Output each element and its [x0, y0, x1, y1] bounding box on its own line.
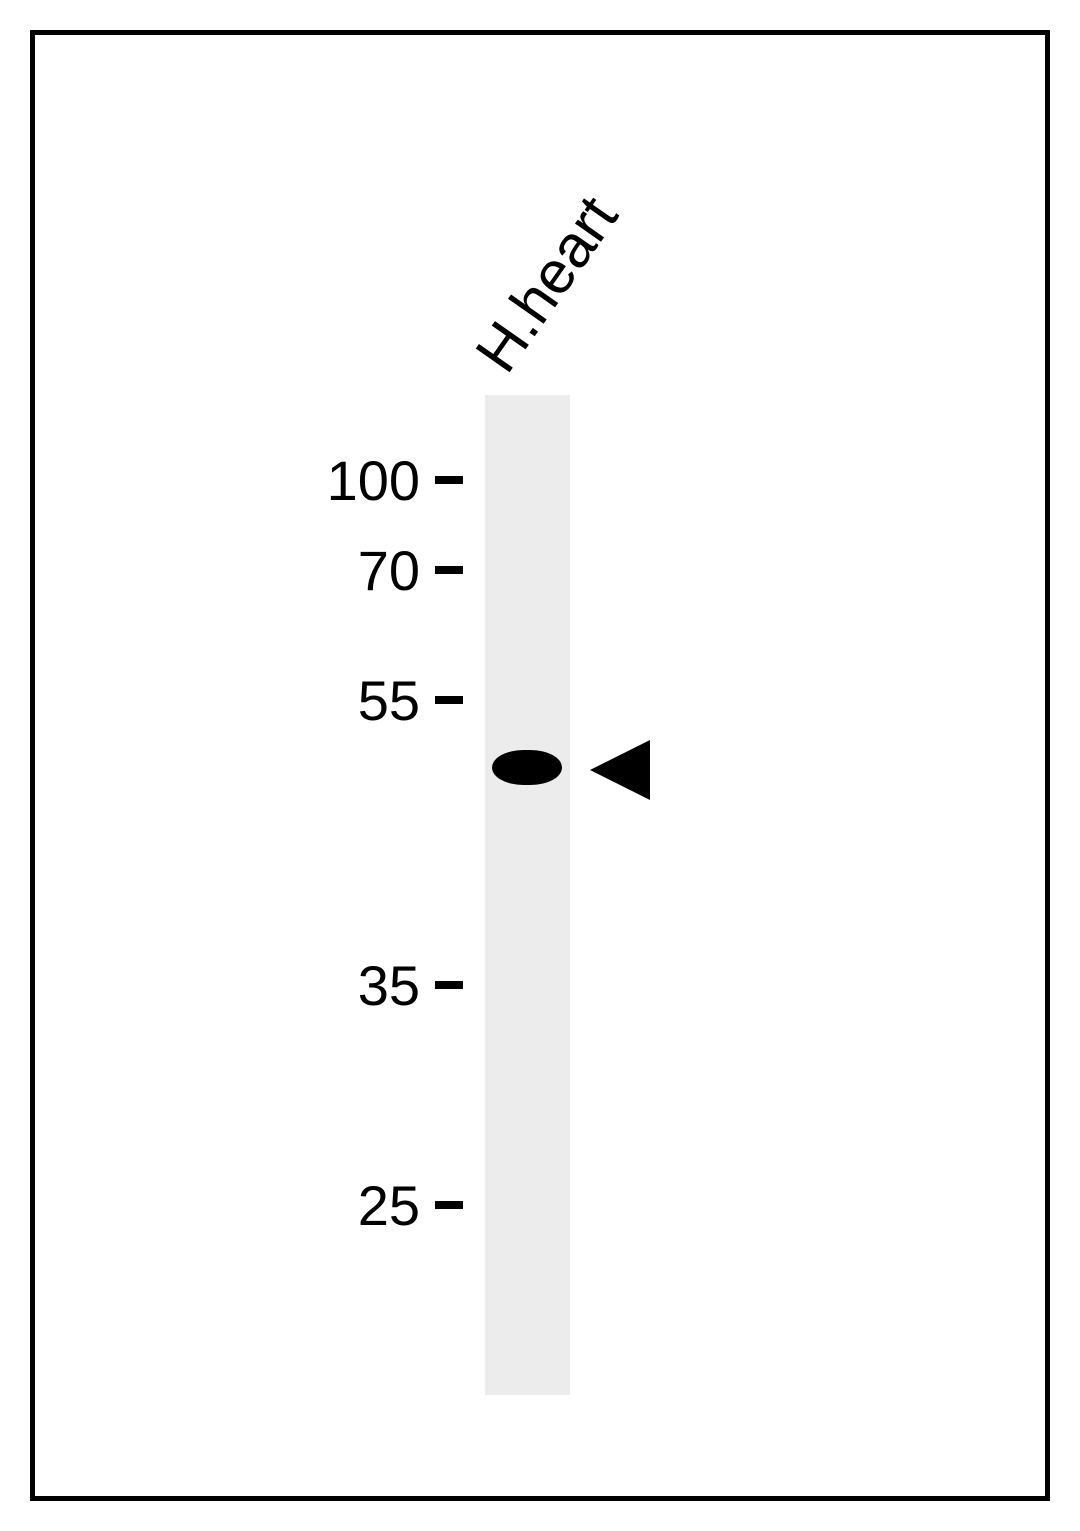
- marker-tick: [435, 696, 463, 704]
- marker-label: 25: [260, 1173, 420, 1238]
- marker-label: 35: [260, 953, 420, 1018]
- marker-label: 55: [260, 668, 420, 733]
- marker-tick: [435, 1201, 463, 1209]
- band-pointer-icon: [590, 740, 650, 800]
- marker-tick: [435, 476, 463, 484]
- marker-label: 100: [260, 448, 420, 513]
- marker-label: 70: [260, 538, 420, 603]
- protein-band: [492, 750, 562, 785]
- blot-lane: [485, 395, 570, 1395]
- marker-tick: [435, 566, 463, 574]
- marker-tick: [435, 981, 463, 989]
